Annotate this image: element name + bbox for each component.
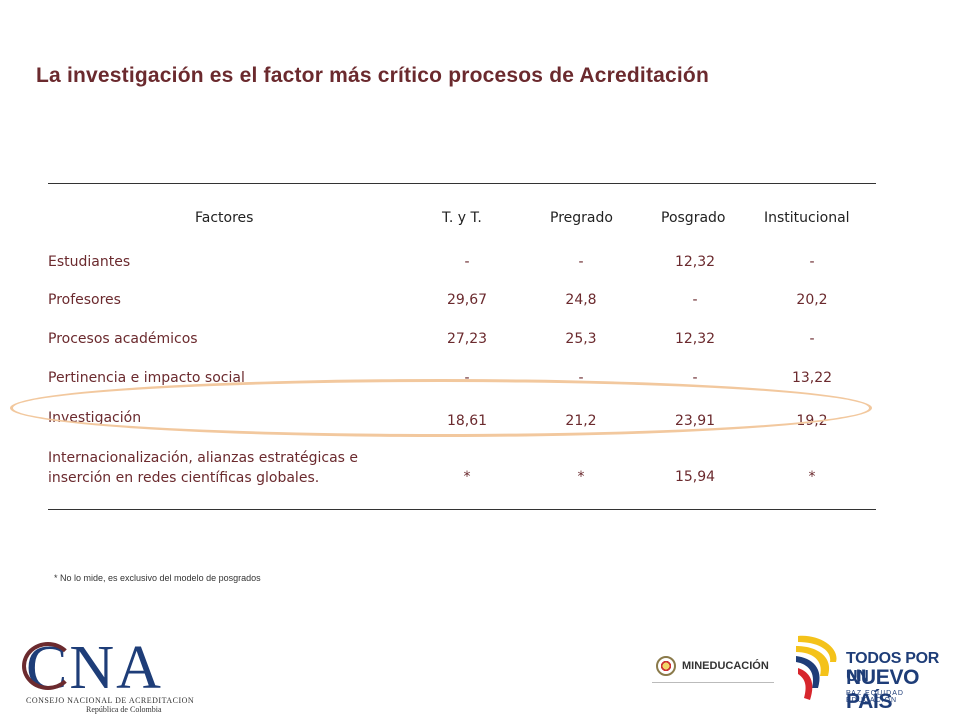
cna-logo-letters: CNA — [22, 637, 194, 699]
cell-value: 12,32 — [674, 331, 716, 347]
cell-value: - — [464, 254, 470, 270]
cell-value: * — [463, 469, 471, 485]
cell-value: - — [809, 254, 815, 270]
header-tyt: T. y T. — [442, 210, 482, 226]
mineducacion-logo: MINEDUCACIÓN — [652, 650, 774, 683]
gov-logo: TODOS POR UN NUEVO PAÍS PAZ EQUIDAD EDUC… — [790, 628, 950, 713]
cell-value: 13,22 — [791, 370, 833, 386]
cna-logo-line1: CONSEJO NACIONAL DE ACREDITACION — [26, 696, 195, 705]
cell-value: 12,32 — [674, 254, 716, 270]
gov-logo-line3: PAZ EQUIDAD EDUCACIÓN — [846, 690, 904, 704]
row-factor-profesores: Profesores — [48, 292, 121, 308]
mineducacion-text: MINEDUCACIÓN — [682, 660, 769, 672]
colombia-flag-swoosh-icon — [796, 635, 837, 700]
row-factor-internacionalizacion: Internacionalización, alianzas estratégi… — [48, 450, 359, 466]
header-posgrado: Posgrado — [661, 210, 726, 226]
footnote: * No lo mide, es exclusivo del modelo de… — [54, 573, 261, 583]
row-factor-estudiantes: Estudiantes — [48, 254, 131, 270]
cna-swoosh-icon — [22, 642, 74, 690]
highlight-ellipse — [10, 379, 872, 437]
cell-value: * — [577, 469, 585, 485]
cell-value: - — [692, 292, 698, 308]
table-top-rule — [48, 183, 876, 184]
cell-value: - — [464, 370, 470, 386]
cell-value: 25,3 — [565, 331, 597, 347]
row-factor-pertinencia: Pertinencia e impacto social — [48, 370, 245, 386]
header-factores: Factores — [195, 210, 254, 226]
gov-logo-line1: TODOS POR UN — [846, 650, 940, 685]
cell-value: - — [578, 370, 584, 386]
cell-value: * — [808, 469, 816, 485]
cna-logo-line2: República de Colombia — [86, 705, 162, 714]
cell-value: - — [809, 331, 815, 347]
page-title: La investigación es el factor más crític… — [36, 64, 709, 87]
cell-value: 20,2 — [796, 292, 828, 308]
cell-value: 29,67 — [446, 292, 488, 308]
header-institucional: Institucional — [764, 210, 850, 226]
header-pregrado: Pregrado — [550, 210, 613, 226]
table-bottom-rule — [48, 509, 876, 510]
cell-value: - — [578, 254, 584, 270]
gov-logo-line2: NUEVO PAÍS — [846, 666, 920, 713]
cell-value: - — [692, 370, 698, 386]
cell-value: 27,23 — [446, 331, 488, 347]
cna-logo: CNA CONSEJO NACIONAL DE ACREDITACION Rep… — [22, 637, 195, 714]
row-factor-procesos: Procesos académicos — [48, 331, 198, 347]
row-factor-internacionalizacion-cont: inserción en redes científicas globales. — [48, 470, 320, 486]
cell-value: 15,94 — [674, 469, 716, 485]
coat-of-arms-icon — [656, 656, 676, 676]
cell-value: 24,8 — [565, 292, 597, 308]
